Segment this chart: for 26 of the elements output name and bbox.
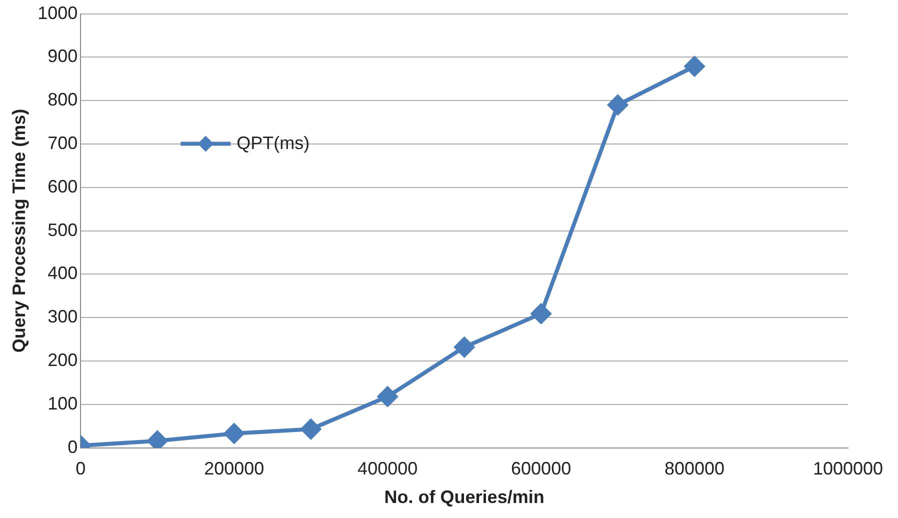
y-axis-title: Query Processing Time (ms): [8, 108, 29, 353]
y-tick-label: 200: [48, 350, 78, 370]
point: [608, 94, 628, 115]
y-tick-label: 400: [48, 263, 78, 284]
y-tick-label: 900: [48, 46, 78, 66]
point: [454, 337, 474, 358]
point: [531, 304, 552, 324]
point: [378, 386, 398, 407]
y-tick-label: 300: [48, 306, 78, 327]
y-tick-label: 100: [48, 393, 78, 414]
y-tick-label: 500: [48, 220, 78, 240]
x-tick-label: 1000000: [812, 458, 884, 479]
x-tick-label: 200000: [204, 458, 264, 479]
y-tick-label: 700: [48, 132, 78, 153]
point: [224, 423, 244, 444]
x-tick-label: 600000: [511, 458, 572, 479]
point: [300, 419, 321, 440]
y-tick-label: 1000: [38, 2, 78, 23]
x-tick-label: 800000: [664, 458, 725, 479]
y-tick-label: 600: [48, 176, 78, 196]
point: [684, 56, 705, 76]
x-tick-label: 400000: [358, 458, 418, 479]
legend-label: QPT(ms): [236, 132, 310, 153]
y-tick-label: 800: [48, 90, 78, 110]
y-tick-label: 0: [68, 436, 78, 457]
x-axis-title: No. of Queries/min: [384, 487, 544, 508]
